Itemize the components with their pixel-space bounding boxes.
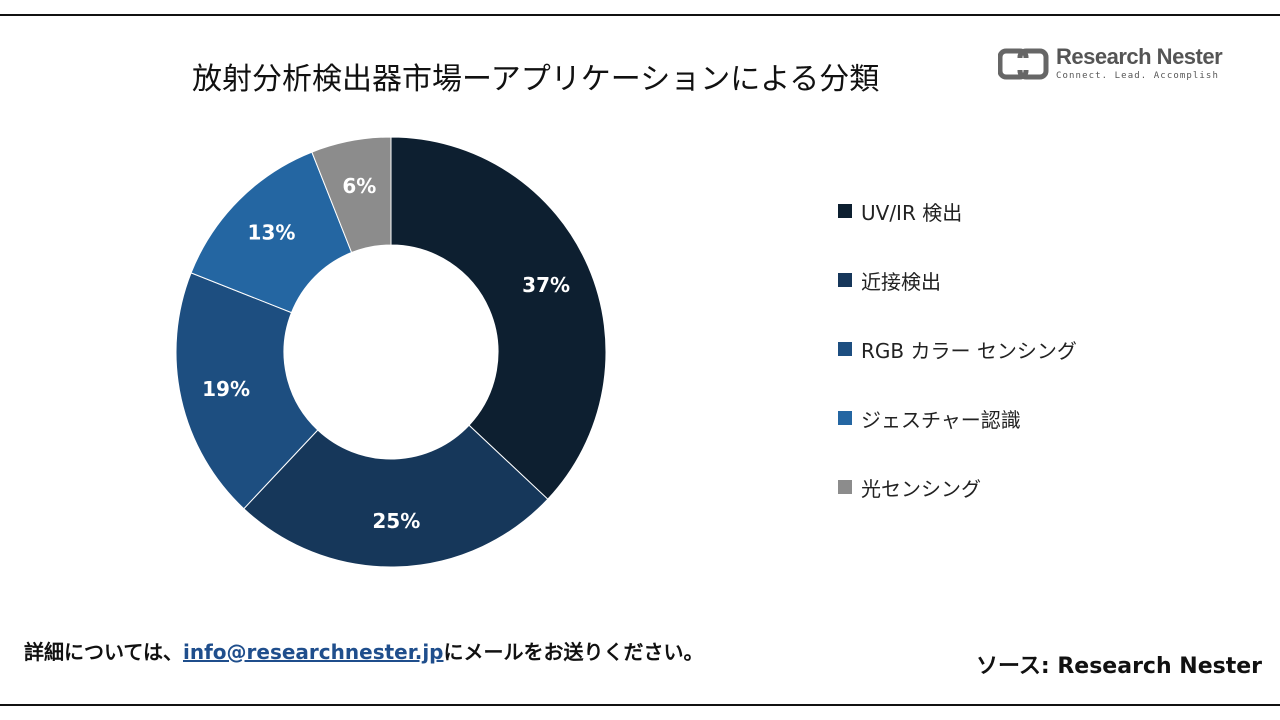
legend-swatch [838,411,852,425]
legend-swatch [838,342,852,356]
chart-title: 放射分析検出器市場ーアプリケーションによる分類 [192,62,880,97]
legend-item: RGB カラー センシング [838,334,1077,364]
legend-item: UV/IR 検出 [838,196,962,226]
donut-slice [243,424,549,568]
slice-value-label: 6% [342,174,376,198]
legend-item: 近接検出 [838,265,941,295]
source-credit: ソース: Research Nester [975,654,1262,679]
company-logo: Research Nester Connect. Lead. Accomplis… [998,44,1228,88]
slice-value-label: 19% [202,377,250,401]
bottom-rule [0,704,1280,706]
top-rule [0,14,1280,16]
legend-item: 光センシング [838,472,981,502]
donut-slice [175,272,319,510]
donut-slices [175,136,607,568]
legend-label: UV/IR 検出 [861,200,963,225]
contact-note-prefix: 詳細については、 [24,640,183,664]
research-nester-logo-icon [998,48,1049,80]
contact-note-suffix: にメールをお送りください。 [443,640,704,664]
slice-value-label: 13% [248,220,296,244]
contact-note: 詳細については、info@researchnester.jpにメールをお送りくだ… [24,636,704,665]
legend-label: RGB カラー センシング [861,338,1077,363]
legend-swatch [838,204,852,218]
logo-name: Research Nester [1056,44,1223,69]
legend-label: 光センシング [861,476,981,501]
slice-value-label: 25% [372,509,420,533]
donut-slice [311,136,392,254]
donut-slice [390,136,607,500]
donut-value-labels: 37% 25% 19% 13% 6% [202,174,570,533]
legend-item: ジェスチャー認識 [838,403,1021,433]
legend-label: 近接検出 [861,269,941,294]
logo-tagline: Connect. Lead. Accomplish [1056,71,1219,81]
legend-label: ジェスチャー認識 [861,407,1021,432]
contact-email-link[interactable]: info@researchnester.jp [183,640,444,664]
slice-value-label: 37% [522,273,570,297]
legend-swatch [838,273,852,287]
legend-swatch [838,480,852,494]
